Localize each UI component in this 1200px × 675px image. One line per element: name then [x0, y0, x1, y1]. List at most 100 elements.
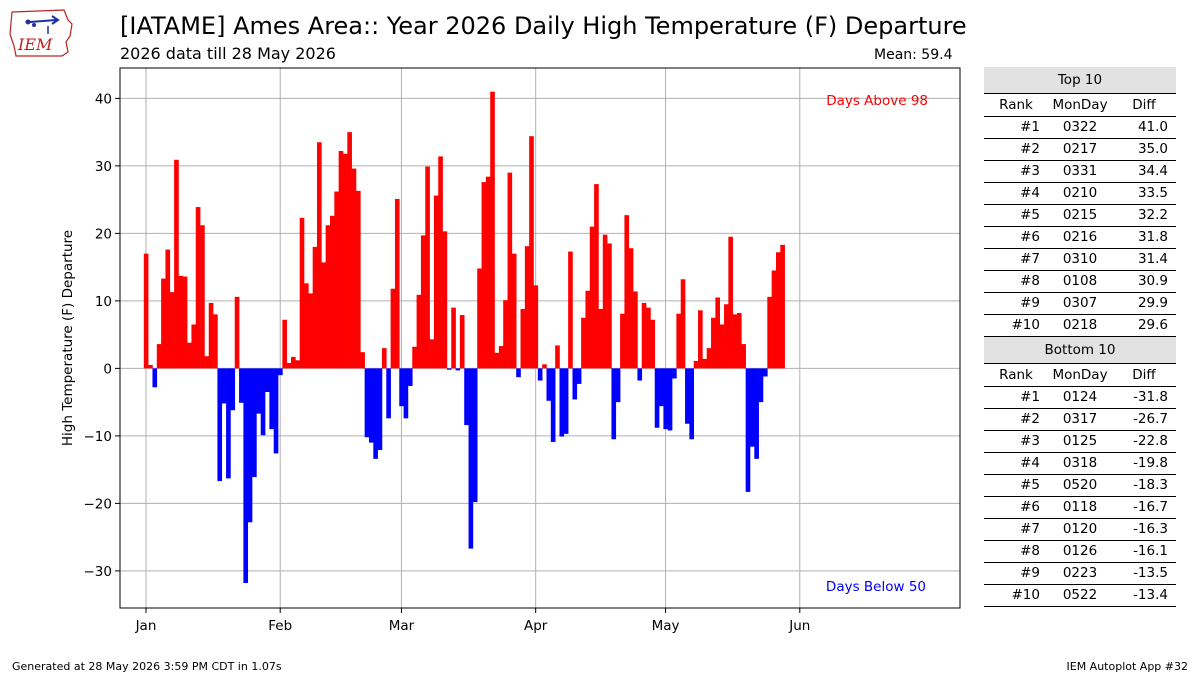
table-row: #3 0331 34.4	[984, 161, 1176, 183]
y-axis-label: High Temperature (F) Departure	[60, 230, 76, 446]
diff-cell: -26.7	[1133, 411, 1168, 427]
departure-chart: 40 30 20 10 0 −10 −20 −30 Jan Feb Mar Apr May Jun Hig…	[60, 67, 961, 634]
bar	[481, 182, 487, 369]
rank-cell: #7	[1020, 521, 1040, 537]
bar	[537, 368, 543, 381]
table-row: #1 0124 -31.8	[984, 387, 1176, 409]
bar	[503, 300, 508, 369]
rank-cell: #9	[1020, 565, 1040, 581]
x-tick-label: Jun	[788, 618, 810, 634]
bar	[420, 235, 426, 369]
bar	[377, 368, 383, 451]
diff-cell: -19.8	[1133, 455, 1168, 471]
bar	[646, 307, 651, 369]
bar	[265, 368, 270, 392]
monday-cell: 0125	[1062, 433, 1098, 449]
table-row: #5 0215 32.2	[984, 205, 1176, 227]
bar	[559, 368, 565, 437]
y-tick-label: −10	[84, 429, 113, 445]
bar-layer	[143, 91, 785, 584]
bar	[689, 368, 695, 440]
monday-cell: 0318	[1062, 455, 1098, 471]
bar	[407, 368, 413, 386]
monday-cell: 0210	[1062, 185, 1098, 201]
bar	[542, 364, 547, 369]
bar	[334, 191, 339, 369]
rank-cell: #5	[1020, 207, 1040, 223]
diff-cell: 30.9	[1137, 273, 1168, 289]
diff-cell: 33.5	[1137, 185, 1168, 201]
bar	[195, 207, 201, 369]
bar	[243, 368, 249, 584]
diff-cell: 29.9	[1137, 295, 1168, 311]
bar	[754, 368, 759, 459]
bar	[628, 248, 634, 369]
rank-cell: #9	[1020, 295, 1040, 311]
bar	[507, 172, 513, 369]
bar	[256, 368, 262, 414]
bar	[762, 368, 768, 377]
bar	[399, 368, 404, 407]
table-row: #2 0217 35.0	[984, 139, 1176, 161]
bar	[602, 234, 608, 369]
monday-cell: 0215	[1062, 207, 1098, 223]
bar	[360, 352, 365, 369]
col-diff: Diff	[1132, 367, 1156, 383]
bar	[550, 368, 556, 442]
rank-cell: #7	[1020, 251, 1040, 267]
bar	[291, 356, 296, 369]
diff-cell: 29.6	[1137, 317, 1168, 333]
bar	[672, 368, 677, 379]
bar	[624, 215, 630, 369]
monday-cell: 0120	[1062, 521, 1098, 537]
bar	[524, 246, 530, 369]
rank-cell: #2	[1020, 141, 1040, 157]
bar	[546, 368, 552, 401]
bottom10-columns: Rank MonDay Diff	[984, 364, 1176, 387]
bar	[239, 368, 244, 403]
bar	[394, 198, 400, 369]
diff-cell: 31.4	[1137, 251, 1168, 267]
bar	[581, 317, 586, 369]
bar	[485, 176, 491, 369]
rank-cell: #2	[1020, 411, 1040, 427]
bar	[724, 304, 729, 369]
logo-text: IEM	[17, 35, 53, 54]
bar	[386, 368, 391, 419]
bar	[143, 253, 149, 369]
bar	[308, 293, 313, 369]
rank-cell: #4	[1020, 455, 1040, 471]
bar	[178, 275, 184, 369]
table-row: #3 0125 -22.8	[984, 431, 1176, 453]
bar	[780, 244, 785, 369]
x-tick-label: Feb	[268, 618, 292, 634]
diff-cell: 35.0	[1137, 141, 1168, 157]
y-tick-label: 0	[103, 361, 112, 377]
top10-heading: Top 10	[984, 67, 1176, 94]
bar	[442, 231, 448, 369]
bar	[676, 313, 682, 369]
bar	[252, 368, 257, 478]
bar	[585, 290, 591, 369]
rank-cell: #8	[1020, 273, 1040, 289]
monday-cell: 0216	[1062, 229, 1098, 245]
bar	[217, 368, 223, 482]
col-rank: Rank	[999, 97, 1033, 113]
bar	[633, 291, 638, 369]
diff-cell: -13.4	[1133, 587, 1168, 603]
bar	[446, 368, 452, 370]
x-tick-label: May	[652, 618, 680, 634]
bar	[741, 344, 746, 369]
bar	[174, 159, 179, 369]
diff-cell: 34.4	[1137, 163, 1168, 179]
bar	[304, 283, 309, 369]
x-tick-label: Jan	[135, 618, 157, 634]
x-tick-label: Apr	[524, 618, 548, 634]
bar	[737, 313, 742, 369]
bar	[416, 294, 422, 369]
bar	[706, 348, 712, 369]
bar	[299, 217, 305, 369]
bar	[221, 368, 227, 404]
col-rank: Rank	[999, 367, 1033, 383]
bar	[641, 302, 647, 369]
